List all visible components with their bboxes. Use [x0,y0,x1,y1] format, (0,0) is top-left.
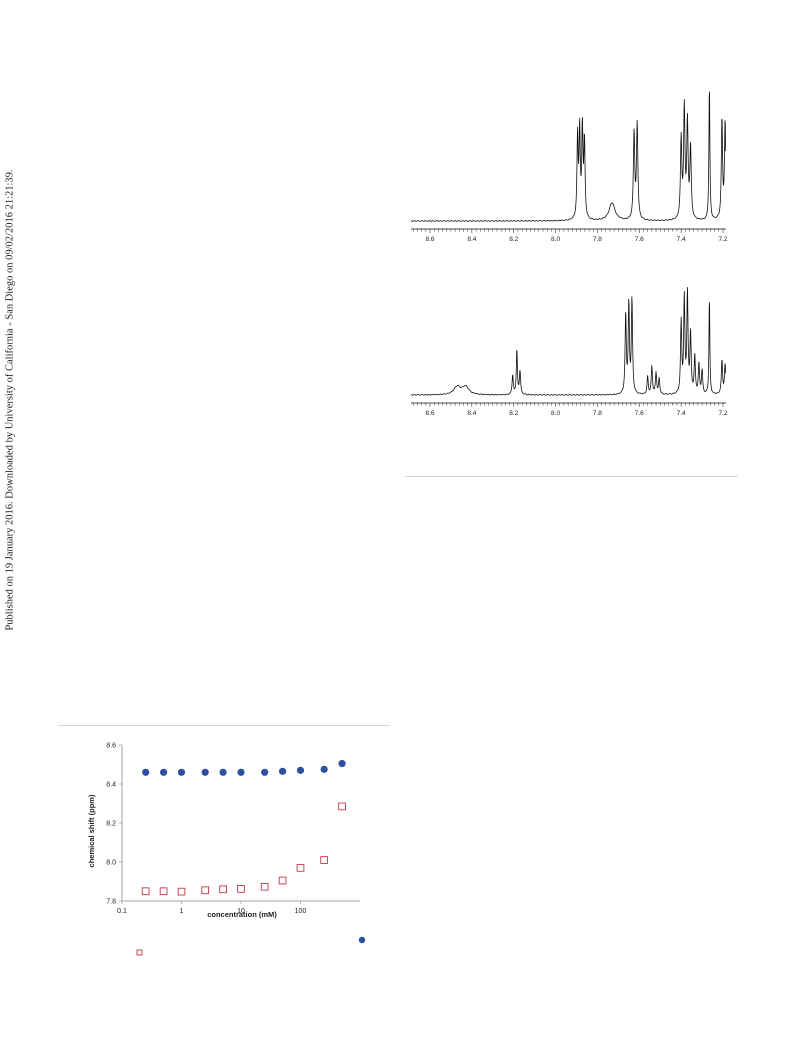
data-point-filled-circle [261,768,269,776]
spectrum-bottom-tick-label: 8.0 [551,410,560,417]
figure-divider-left [58,725,390,726]
spectrum-bottom-tick-label: 7.2 [718,410,727,417]
data-point-filled-circle [338,759,346,768]
data-point-filled-circle [142,768,150,776]
data-point-open-square [320,856,329,864]
spectrum-bottom-tick-label: 7.6 [635,410,644,417]
y-tick-label: 8.6 [106,743,116,750]
legend-open-square-marker [136,949,143,956]
x-tick-label: 0.1 [117,908,127,915]
spectrum-bottom-trace [410,287,727,396]
data-point-open-square [159,887,168,896]
data-point-filled-circle [159,768,168,776]
y-axis-label: chemical shift (ppm) [87,794,96,867]
spectrum-top-tick-label: 7.4 [677,236,686,243]
chart-points [141,759,346,896]
spectrum-top-trace [410,91,727,222]
spectrum-top-tick-label: 8.2 [509,236,518,243]
chemical-shift-chart: 0.1 1 10 100 8.6 8.4 8.2 8.0 7.8 concentration … [87,743,366,956]
data-point-open-square [177,887,186,896]
data-point-filled-circle [201,768,209,776]
data-point-open-square [260,882,269,891]
legend-filled-circle-marker [358,936,366,944]
spectrum-top-tick-label: 7.2 [718,236,727,243]
spectrum-top-tick-label: 7.6 [635,236,644,243]
figure-divider-right [405,476,738,477]
y-tick-labels: 8.6 8.4 8.2 8.0 7.8 [106,743,116,906]
spectrum-bottom-tick-label: 8.6 [425,410,434,417]
data-point-filled-circle [320,765,328,773]
data-point-open-square [237,885,245,893]
data-point-filled-circle [278,767,287,775]
spectrum-bottom-tick-label: 7.8 [593,410,602,417]
nmr-spectrum-top: 8.6 8.4 8.2 8.0 7.8 7.6 7.4 7.2 [410,91,728,243]
y-tick-label: 8.0 [106,860,116,867]
x-tick-label: 1 [180,908,184,915]
data-point-open-square [201,886,210,895]
y-tick-label: 8.2 [106,821,116,828]
data-point-open-square [141,887,150,896]
spectrum-top-tick-label: 8.4 [467,236,476,243]
x-tick-labels: 0.1 1 10 100 [117,908,306,915]
y-tick-label: 7.8 [106,899,116,906]
chart-axes [119,744,360,904]
data-point-filled-circle [296,766,305,774]
spectrum-bottom-tick-label: 7.4 [677,410,686,417]
data-point-filled-circle [219,768,227,776]
download-notice-text: Published on 19 January 2016. Downloaded… [4,169,16,631]
x-tick-label: 100 [295,908,307,915]
spectrum-bottom-tick-label: 8.4 [467,410,476,417]
spectrum-top-tick-label: 8.0 [551,236,560,243]
spectrum-top-tick-label: 7.8 [593,236,602,243]
download-notice: Published on 19 January 2016. Downloaded… [2,0,18,1039]
spectrum-top-tick-label: 8.6 [425,236,434,243]
x-axis-label: concentration (mM) [207,910,277,919]
x-tick-label: 10 [237,908,245,915]
data-point-open-square [278,876,287,885]
data-point-open-square [338,802,346,811]
y-tick-label: 8.4 [106,782,116,789]
data-point-filled-circle [177,768,186,776]
spectrum-bottom-tick-label: 8.2 [509,410,518,417]
data-point-open-square [219,885,227,894]
data-point-filled-circle [237,768,245,776]
nmr-spectrum-bottom: 8.6 8.4 8.2 8.0 7.8 7.6 7.4 7.2 [410,287,728,417]
data-point-open-square [296,863,305,872]
